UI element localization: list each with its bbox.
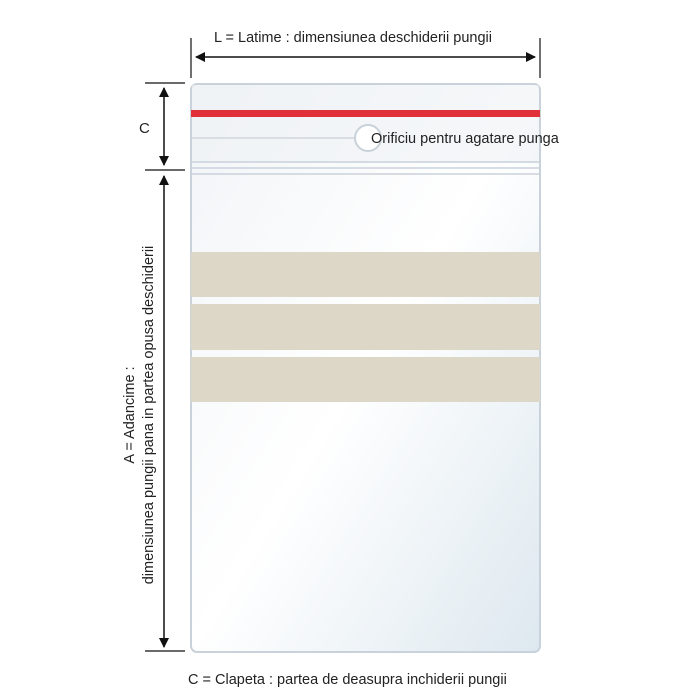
flap-definition: C = Clapeta : partea de deasupra inchide… — [188, 672, 507, 688]
depth-title: A = Adancime : — [122, 366, 138, 464]
writing-band — [191, 304, 540, 350]
closure-stripe — [191, 110, 540, 117]
writing-band — [191, 357, 540, 402]
flap-label: C — [139, 120, 150, 137]
depth-description: dimensiunea pungii pana in partea opusa … — [141, 245, 157, 585]
writing-band — [191, 252, 540, 297]
hole-label: Orificiu pentru agatare punga — [371, 131, 559, 147]
depth-label: A = Adancime : dimensiunea pungii pana i… — [121, 246, 159, 585]
hanging-hole — [354, 124, 382, 152]
width-label: L = Latime : dimensiunea deschiderii pun… — [214, 30, 492, 46]
